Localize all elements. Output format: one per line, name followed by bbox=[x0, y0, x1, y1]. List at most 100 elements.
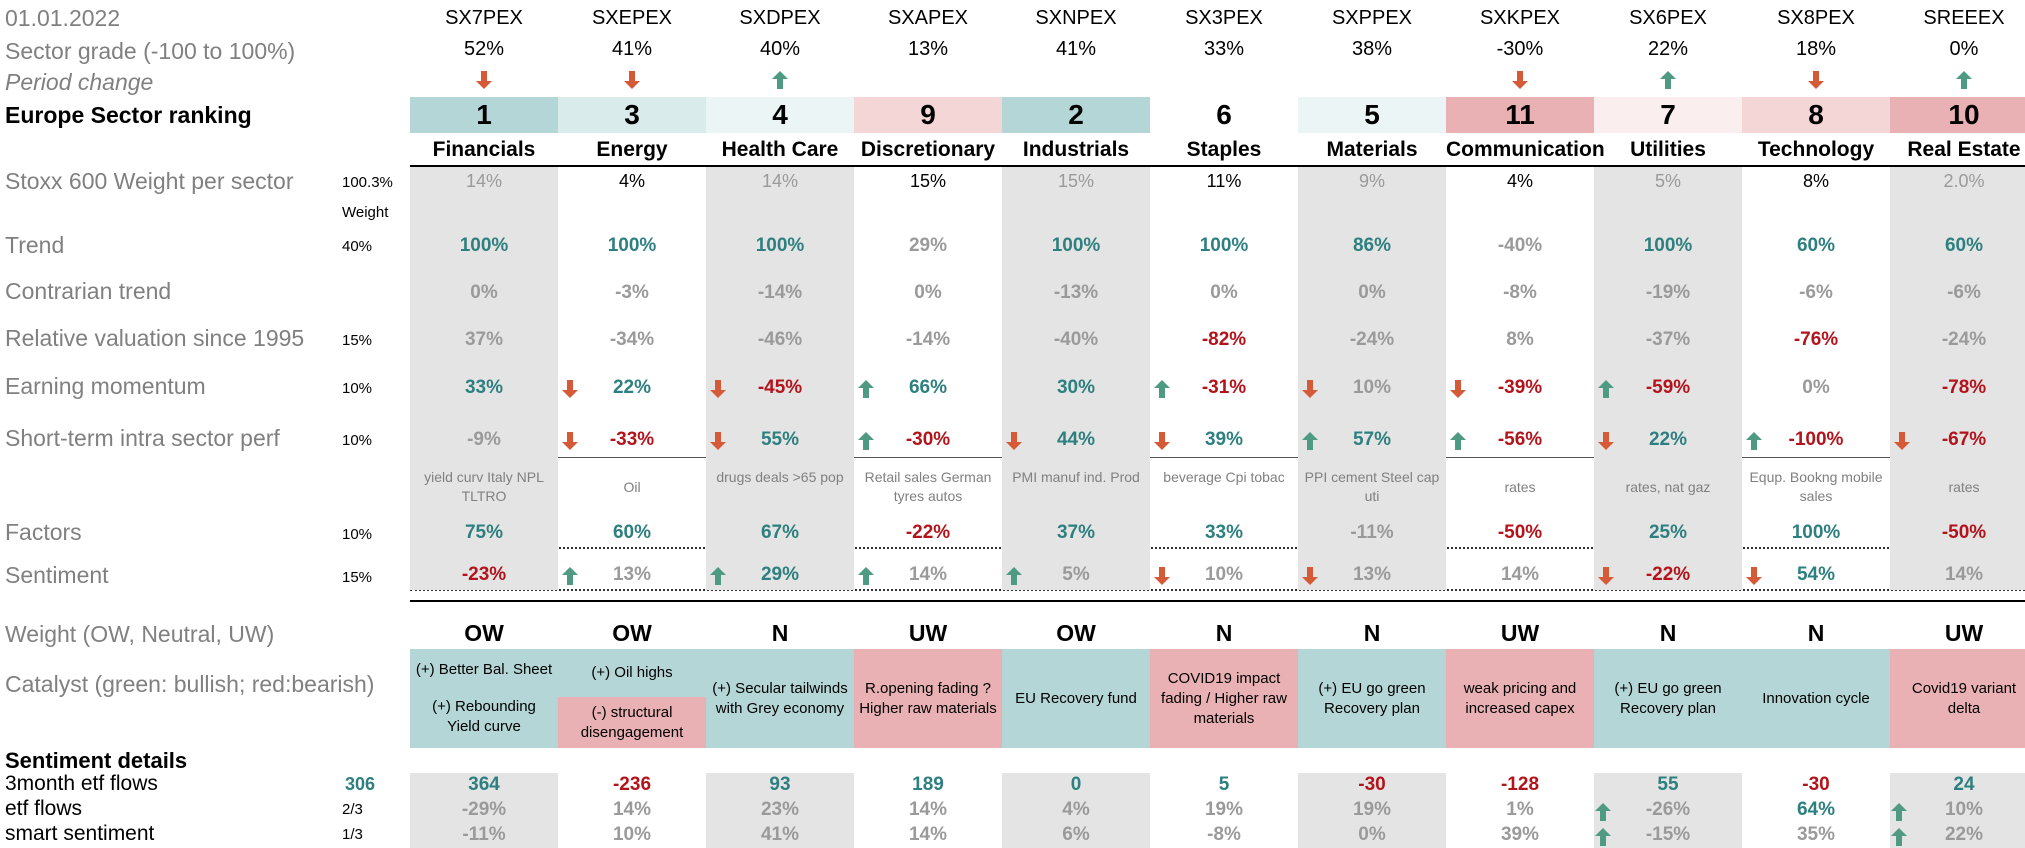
weight-recommendation: UW bbox=[908, 620, 948, 646]
smart-sentiment-value: 35% bbox=[1796, 824, 1836, 845]
sector-weight: 8% bbox=[1802, 171, 1829, 191]
sector-underline bbox=[1002, 165, 1150, 167]
valuation-value: -82% bbox=[1201, 329, 1247, 350]
smart-up-arrow-icon bbox=[1595, 828, 1611, 846]
sector-grade: 0% bbox=[1949, 38, 1979, 60]
period-up-arrow-icon bbox=[1660, 71, 1676, 89]
catalyst-box: (+) EU go green Recovery plan bbox=[1298, 649, 1446, 748]
catalyst-box: R.opening fading ? Higher raw materials bbox=[854, 649, 1002, 748]
sector-ticker: SXDPEX bbox=[739, 7, 821, 29]
smart-sentiment-value: 6% bbox=[1062, 824, 1090, 845]
sector-column: SXPPEX 38% 5 Materials 9% 86% 0% -24% 10% 57% PPI … bbox=[1298, 0, 1446, 848]
period-down-arrow-icon bbox=[1808, 71, 1824, 89]
flows3m-value: -236 bbox=[612, 774, 652, 795]
sector-name: Real Estate bbox=[1907, 138, 2021, 161]
valuation-value: 8% bbox=[1506, 329, 1534, 350]
valuation-label: Relative valuation since 1995 bbox=[5, 325, 305, 351]
factors-value: 33% bbox=[1204, 522, 1244, 543]
smart-weight: 1/3 bbox=[342, 826, 363, 843]
sector-name: Materials bbox=[1326, 138, 1418, 161]
shortterm-up-arrow-icon bbox=[1450, 432, 1466, 450]
sector-rank: 9 bbox=[854, 97, 1002, 133]
flows3m-value: 24 bbox=[1953, 774, 1975, 795]
sector-underline bbox=[1594, 165, 1742, 167]
etf-flows-value: 14% bbox=[612, 799, 652, 820]
earning-down-arrow-icon bbox=[1450, 380, 1466, 398]
etf-flows-value: -29% bbox=[461, 799, 507, 820]
earning-up-arrow-icon bbox=[1154, 380, 1170, 398]
shortterm-down-arrow-icon bbox=[1006, 432, 1022, 450]
catalyst-box: Covid19 variant delta bbox=[1890, 649, 2025, 748]
sector-underline bbox=[1298, 165, 1446, 167]
sector-underline bbox=[558, 165, 706, 167]
column-shading bbox=[1298, 457, 1446, 590]
sector-ticker: SREEEX bbox=[1923, 7, 2005, 29]
shortterm-value: -33% bbox=[609, 429, 655, 450]
smart-sentiment-value: -11% bbox=[462, 824, 506, 845]
flows3m-total: 306 bbox=[345, 774, 376, 794]
factors-label: Factors bbox=[5, 519, 82, 545]
earning-down-arrow-icon bbox=[562, 380, 578, 398]
sector-weight: 4% bbox=[618, 171, 645, 191]
contrarian-label: Contrarian trend bbox=[5, 278, 172, 304]
contrarian-value: 0% bbox=[914, 282, 942, 303]
sector-rank: 11 bbox=[1446, 97, 1594, 133]
earning-value: 0% bbox=[1802, 377, 1830, 398]
earning-value: 30% bbox=[1056, 377, 1096, 398]
contrarian-value: -6% bbox=[1947, 282, 1981, 303]
sentiment-value: 14% bbox=[1500, 564, 1540, 585]
sector-ticker: SXKPEX bbox=[1479, 7, 1561, 29]
factors-text: PMI manuf ind. Prod bbox=[1012, 469, 1140, 485]
period-change-label: Period change bbox=[5, 69, 154, 95]
catalyst-item: (+) Rebounding Yield curve bbox=[432, 698, 536, 736]
sector-underline bbox=[854, 165, 1002, 167]
contrarian-value: 0% bbox=[470, 282, 498, 303]
shortterm-value: -30% bbox=[905, 429, 951, 450]
flows3m-value: 55 bbox=[1657, 774, 1679, 795]
column-shading bbox=[1890, 166, 2025, 457]
flows3m-value: -128 bbox=[1500, 774, 1540, 795]
sentiment-value: 10% bbox=[1204, 564, 1244, 585]
valuation-value: -24% bbox=[1349, 329, 1395, 350]
sector-column: SXDPEX 40% 4 Health Care 14% 100% -14% -46% -45%… bbox=[706, 0, 854, 848]
weight-recommendation: N bbox=[1363, 620, 1381, 646]
catalyst-box: weak pricing and increased capex bbox=[1446, 649, 1594, 748]
factors-value: -11% bbox=[1350, 522, 1394, 543]
flows3m-value: 93 bbox=[769, 774, 791, 795]
sector-rank: 2 bbox=[1002, 97, 1150, 133]
factors-value: 67% bbox=[760, 522, 800, 543]
sector-grade: 41% bbox=[1055, 38, 1097, 60]
owuw-label: Weight (OW, Neutral, UW) bbox=[5, 621, 275, 647]
sentiment-value: 54% bbox=[1796, 564, 1836, 585]
sector-name: Technology bbox=[1757, 138, 1875, 161]
valuation-value: -24% bbox=[1941, 329, 1987, 350]
contrarian-value: -8% bbox=[1503, 282, 1537, 303]
column-shading bbox=[1298, 773, 1446, 848]
smart-sentiment-value: -15% bbox=[1645, 824, 1691, 845]
catalyst-box: (+) Better Bal. Sheet (+) Rebounding Yiel… bbox=[410, 649, 558, 748]
summary-separator bbox=[410, 600, 2025, 602]
trend-value: -40% bbox=[1497, 235, 1543, 256]
weight-sector-label: Stoxx 600 Weight per sector bbox=[5, 168, 294, 194]
shortterm-value: -56% bbox=[1497, 429, 1543, 450]
etf-weight: 2/3 bbox=[342, 801, 363, 818]
trend-value: 60% bbox=[1796, 235, 1836, 256]
sentiment-down-arrow-icon bbox=[1598, 567, 1614, 585]
sector-grade: 41% bbox=[611, 38, 653, 60]
factors-text: yield curv Italy NPL TLTRO bbox=[424, 469, 544, 504]
valuation-value: -40% bbox=[1053, 329, 1099, 350]
shortterm-value: -67% bbox=[1941, 429, 1987, 450]
shortterm-down-arrow-icon bbox=[1894, 432, 1910, 450]
earning-value: 66% bbox=[908, 377, 948, 398]
trend-value: 100% bbox=[755, 235, 805, 256]
shortterm-up-arrow-icon bbox=[858, 432, 874, 450]
weight-recommendation: N bbox=[1215, 620, 1233, 646]
weight-recommendation: OW bbox=[464, 620, 504, 646]
sector-underline bbox=[1150, 165, 1298, 167]
catalyst-box: Innovation cycle bbox=[1742, 649, 1890, 748]
factors-text: Equp. Bookng mobile sales bbox=[1749, 469, 1883, 504]
sector-column: SX7PEX 52% 1 Financials 14% 100% 0% 37% 33% -9% yi… bbox=[410, 0, 558, 848]
column-shading bbox=[706, 166, 854, 457]
sentiment-down-arrow-icon bbox=[1746, 567, 1762, 585]
sector-weight: 5% bbox=[1654, 171, 1681, 191]
